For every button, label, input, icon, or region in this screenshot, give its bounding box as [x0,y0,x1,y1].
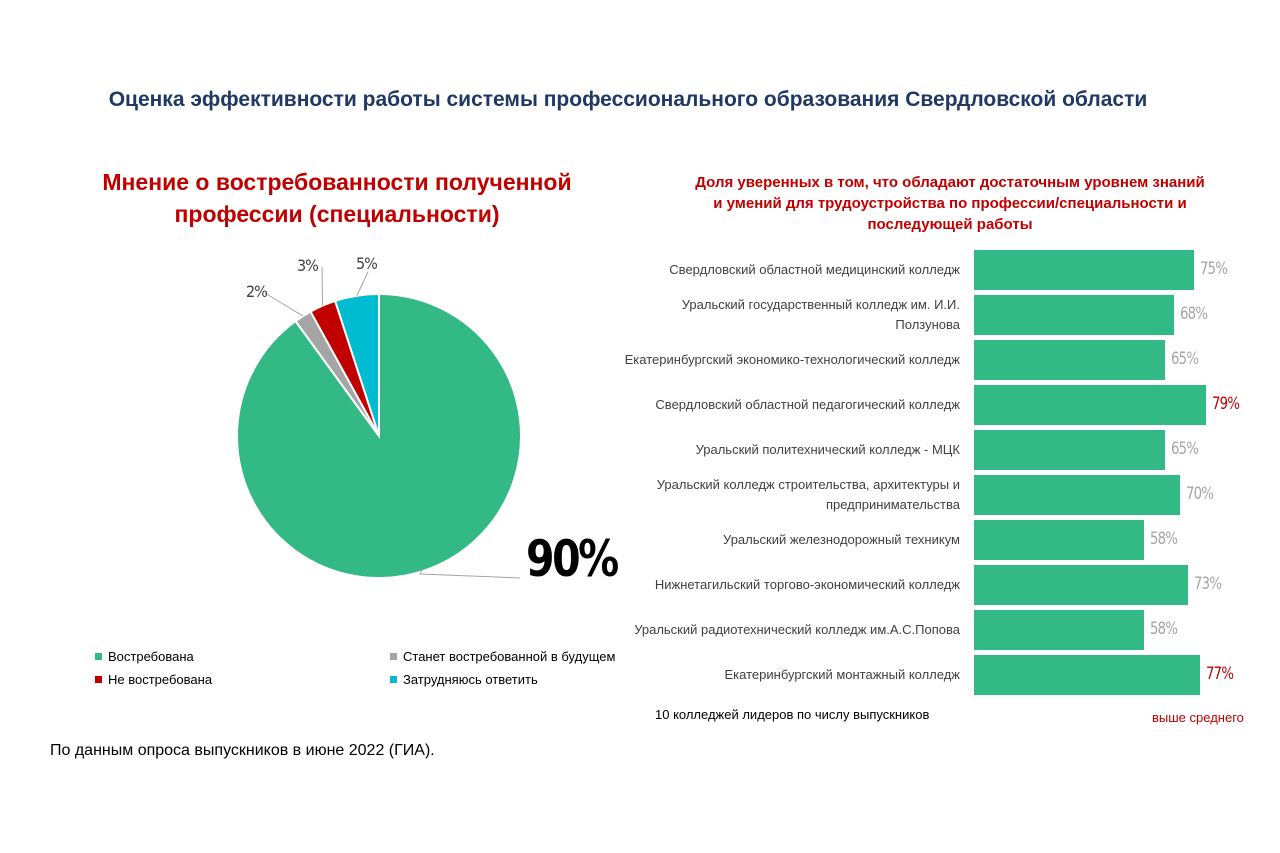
legend-item: Не востребована [95,672,212,687]
bar-mark [974,430,1165,470]
bar-row: Уральский государственный колледж им. И.… [600,295,1280,335]
bar-value-label: 58% [1150,529,1178,549]
bar-value-label: 77% [1206,664,1234,684]
bar-category-label: Уральский радиотехнический колледж им.А.… [634,622,960,637]
legend-label: Востребована [108,649,194,664]
highlight-note: выше среднего [1152,710,1244,725]
bar-value-label: 58% [1150,619,1178,639]
legend-label: Затрудняюсь ответить [403,672,538,687]
source-note: По данным опроса выпускников в июне 2022… [50,742,435,759]
legend-label: Не востребована [108,672,213,687]
bar-chart-footnote: 10 колледжей лидеров по числу выпускнико… [655,707,930,722]
pie-chart [236,266,522,579]
bar-mark [974,340,1165,380]
pie-slice-label-0: 90% [526,530,619,588]
bar-category-label: Свердловский областной медицинский колле… [669,262,960,277]
bar-value-label: 65% [1170,349,1199,369]
legend-swatch [390,676,397,684]
bar-mark [974,520,1145,560]
bar-row: Уральский политехнический колледж - МЦК 6… [600,430,1280,470]
bar-value-label: 73% [1194,574,1222,594]
legend-label: Станет востребованной в будущем [403,649,616,664]
bar-category-label: Свердловский областной педагогический ко… [655,397,960,412]
bar-chart-title: Доля уверенных в том, что обладают доста… [695,174,1205,233]
bar-row: Екатеринбургский монтажный колледж 77% [600,655,1280,695]
pie-chart-title: Мнение о востребованности полученной про… [102,169,572,227]
bar-category-label: Екатеринбургский экономико-технологическ… [624,352,960,367]
bar-mark [974,295,1174,335]
legend-swatch [95,653,102,661]
legend-item: Станет востребованной в будущем [390,649,615,664]
bar-mark [974,250,1195,290]
legend-item: Востребована [95,649,194,664]
bar-category-label: Уральский железнодорожный техникум [723,532,960,547]
legend-swatch [95,676,102,684]
bar-mark [974,565,1189,605]
legend-swatch [390,653,397,661]
pie-leader-line-3 [356,271,369,296]
bar-value-label: 68% [1179,304,1208,324]
legend-item: Затрудняюсь ответить [390,672,538,687]
bar-row: Екатеринбургский экономико-технологическ… [600,340,1280,380]
bar-mark [974,385,1206,425]
pie-leader-line-0 [419,568,521,579]
bar-row: Уральский колледж строительства, архитек… [600,475,1280,515]
bar-row: Свердловский областной медицинский колле… [600,250,1280,290]
bar-value-label: 70% [1185,484,1214,504]
pie-slice-label-3: 5% [356,254,378,273]
bar-category-label: Уральский государственный колледж им. И.… [681,297,960,332]
pie-slice-3 [333,292,380,437]
bar-category-label: Нижнетагильский торгово-экономический ко… [654,577,960,592]
bar-mark [974,610,1145,650]
bar-value-label: 75% [1200,259,1228,279]
pie-slice-label-2: 3% [297,256,319,275]
bar-mark [974,475,1180,515]
pie-leader-line-1 [264,292,304,317]
pie-slice-label-1: 2% [246,282,268,301]
bar-value-label: 65% [1170,439,1199,459]
bar-row: Уральский радиотехнический колледж им.А.… [600,610,1280,650]
bar-category-label: Уральский колледж строительства, архитек… [656,477,960,512]
bar-row: Нижнетагильский торгово-экономический ко… [600,565,1280,605]
pie-leader-line-2 [321,266,324,306]
page-title: Оценка эффективности работы системы проф… [108,88,1148,111]
bar-mark [974,655,1201,695]
bar-row: Уральский железнодорожный техникум 58% [600,520,1280,560]
bar-row: Свердловский областной педагогический ко… [600,385,1280,425]
bar-category-label: Уральский политехнический колледж - МЦК [695,442,960,457]
bar-value-label: 79% [1212,394,1240,414]
bar-category-label: Екатеринбургский монтажный колледж [724,667,960,682]
